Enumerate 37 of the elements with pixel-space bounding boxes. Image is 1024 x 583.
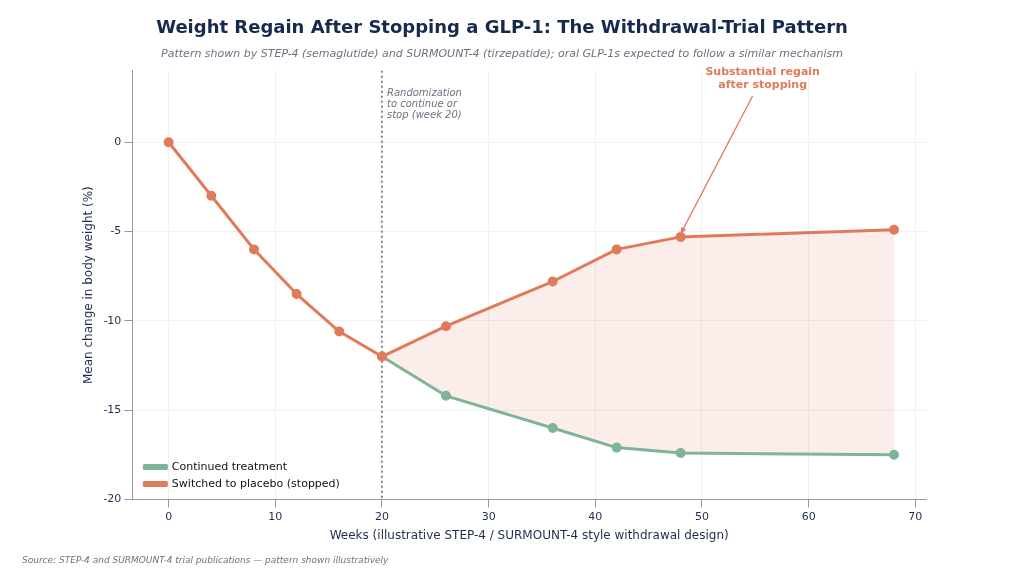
x-tick-label: 50 [694, 509, 709, 523]
point [675, 447, 686, 458]
x-tick-label: 70 [908, 509, 923, 523]
y-tick-label: -10 [103, 313, 122, 327]
chart-title: Weight Regain After Stopping a GLP-1: The Withdrawal-Trial Pattern [156, 16, 848, 38]
point [291, 289, 302, 300]
point [440, 390, 451, 401]
point [440, 321, 451, 332]
legend-label: Switched to placebo (stopped) [171, 476, 340, 490]
ref-line-label: Randomization to continue or stop (week 20) [386, 87, 462, 121]
point [334, 326, 345, 337]
source-note: Source: STEP-4 and SURMOUNT-4 trial publications — pattern shown illustratively [22, 554, 390, 565]
point [889, 449, 899, 460]
chart-subtitle: Pattern shown by STEP-4 (semaglutide) and SURMOUNT-4 (tirzepatide); oral GLP-1s expected to follow a similar mechanism [161, 47, 843, 61]
point [163, 137, 174, 148]
point [611, 442, 622, 453]
point [547, 276, 558, 287]
y-tick-label: -5 [110, 224, 122, 238]
x-tick-label: 20 [374, 509, 389, 523]
point [889, 224, 899, 235]
y-tick-label: -20 [103, 492, 122, 506]
x-tick-label: 60 [801, 509, 816, 523]
x-tick-label: 10 [268, 509, 283, 523]
x-tick-label: 0 [165, 509, 173, 523]
legend-label: Continued treatment [171, 459, 288, 473]
point [206, 190, 217, 201]
x-axis-title: Weeks (illustrative STEP-4 / SURMOUNT-4 style withdrawal design) [329, 527, 729, 542]
y-tick-label: -15 [103, 402, 122, 416]
annotation: Substantial regain after stopping [705, 65, 820, 92]
y-tick-label: 0 [114, 135, 122, 149]
x-tick-label: 40 [588, 509, 603, 523]
point [547, 422, 558, 433]
x-tick-label: 30 [481, 509, 496, 523]
point [248, 244, 259, 255]
point [611, 244, 622, 255]
y-axis-title: Mean change in body weight (%) [81, 186, 96, 384]
point [675, 231, 686, 242]
